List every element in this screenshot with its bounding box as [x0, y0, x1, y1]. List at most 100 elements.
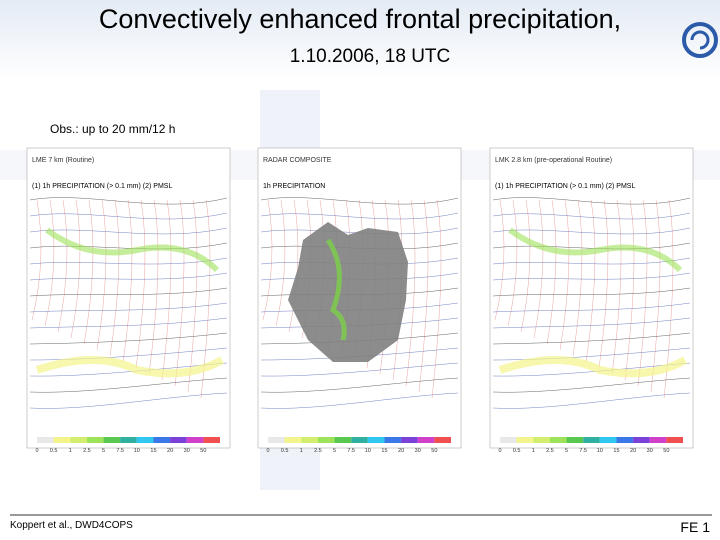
map-frame	[26, 147, 231, 449]
border	[520, 199, 531, 333]
precip	[498, 356, 687, 378]
panel-caption: 1h PRECIPITATION	[263, 183, 325, 190]
border	[650, 199, 661, 393]
border	[262, 199, 273, 321]
legend-label: 5	[333, 448, 336, 454]
legend-swatch	[170, 437, 187, 443]
legend-swatch	[53, 437, 71, 443]
legend-label: 2.5	[314, 448, 322, 454]
precip	[35, 356, 224, 378]
border	[572, 199, 583, 357]
legend-label: 0.5	[50, 448, 58, 454]
legend-swatch	[334, 437, 352, 443]
legend-label: 0	[498, 448, 501, 454]
legend-swatch	[37, 437, 54, 443]
precip	[45, 227, 220, 273]
panel-title: LME 7 km (Routine)	[32, 157, 94, 164]
note: Obs.: up to 20 mm/12 h	[50, 122, 176, 136]
contour	[29, 257, 228, 265]
panel-caption: (1) 1h PRECIPITATION (> 0.1 mm) (2) PMSL	[32, 183, 172, 190]
map-frame	[489, 147, 694, 449]
legend-swatch	[120, 437, 137, 443]
legend-swatch	[203, 437, 220, 443]
contour	[260, 197, 459, 205]
precip	[325, 238, 347, 341]
legend-label: 50	[663, 448, 669, 454]
contour	[492, 242, 691, 250]
legend-label: 0	[266, 448, 269, 454]
legend-swatch	[533, 437, 550, 443]
border	[637, 199, 648, 387]
legend-swatch	[301, 437, 318, 443]
legend-label: 1	[532, 448, 535, 454]
contour	[260, 377, 459, 393]
legend-label: 7.5	[116, 448, 124, 454]
contour	[492, 197, 691, 205]
legend-label: 1	[300, 448, 303, 454]
legend-label: 7.5	[579, 448, 587, 454]
border	[598, 199, 609, 369]
contour	[492, 377, 691, 393]
contour	[260, 212, 459, 220]
border	[83, 199, 94, 345]
border	[57, 199, 68, 333]
legend-label: 15	[381, 448, 387, 454]
border	[405, 199, 416, 387]
legend-label: 50	[431, 448, 437, 454]
legend-swatch	[86, 437, 104, 443]
title: Convectively enhanced frontal precipitat…	[98, 4, 622, 34]
legend-swatch	[599, 437, 617, 443]
legend-swatch	[566, 437, 584, 443]
legend-label: 2.5	[83, 448, 91, 454]
page-number: FE 1	[680, 519, 710, 535]
legend-label: 7.5	[347, 448, 355, 454]
border	[174, 199, 185, 387]
precip	[508, 227, 683, 273]
contour	[492, 287, 691, 297]
border	[431, 199, 442, 399]
panel-title: RADAR COMPOSITE	[263, 157, 332, 164]
legend-label: 30	[647, 448, 653, 454]
legend-swatch	[516, 437, 534, 443]
contour	[29, 317, 228, 329]
legend-label: 5	[102, 448, 105, 454]
legend-label: 2.5	[546, 448, 554, 454]
legend-swatch	[583, 437, 600, 443]
contour	[29, 242, 228, 250]
legend-swatch	[434, 437, 451, 443]
legend-swatch	[649, 437, 667, 443]
border	[135, 199, 146, 369]
legend-swatch	[417, 437, 435, 443]
legend-label: 20	[398, 448, 404, 454]
legend-swatch	[384, 437, 402, 443]
border	[288, 199, 299, 333]
legend-label: 0.5	[281, 448, 289, 454]
border	[624, 199, 635, 381]
panel-title: LMK 2.8 km (pre-operational Routine)	[495, 157, 612, 164]
contour	[492, 257, 691, 265]
legend-swatch	[666, 437, 683, 443]
legend-label: 0	[35, 448, 38, 454]
legend-label: 20	[167, 448, 173, 454]
contour	[492, 332, 691, 345]
border	[533, 199, 544, 339]
border	[418, 199, 429, 393]
border	[611, 199, 622, 375]
legend-label: 50	[200, 448, 206, 454]
contour	[492, 302, 691, 313]
border	[109, 199, 120, 357]
contour	[492, 212, 691, 220]
border	[96, 199, 107, 351]
radar-coverage	[288, 222, 408, 362]
contour	[492, 272, 691, 281]
legend-label: 5	[565, 448, 568, 454]
subtitle: 1.10.2006, 18 UTC	[289, 46, 451, 67]
contour	[492, 347, 691, 361]
contour	[29, 302, 228, 313]
legend-label: 30	[415, 448, 421, 454]
legend-swatch	[633, 437, 650, 443]
contour	[29, 197, 228, 205]
contour	[492, 317, 691, 329]
border	[559, 199, 570, 351]
